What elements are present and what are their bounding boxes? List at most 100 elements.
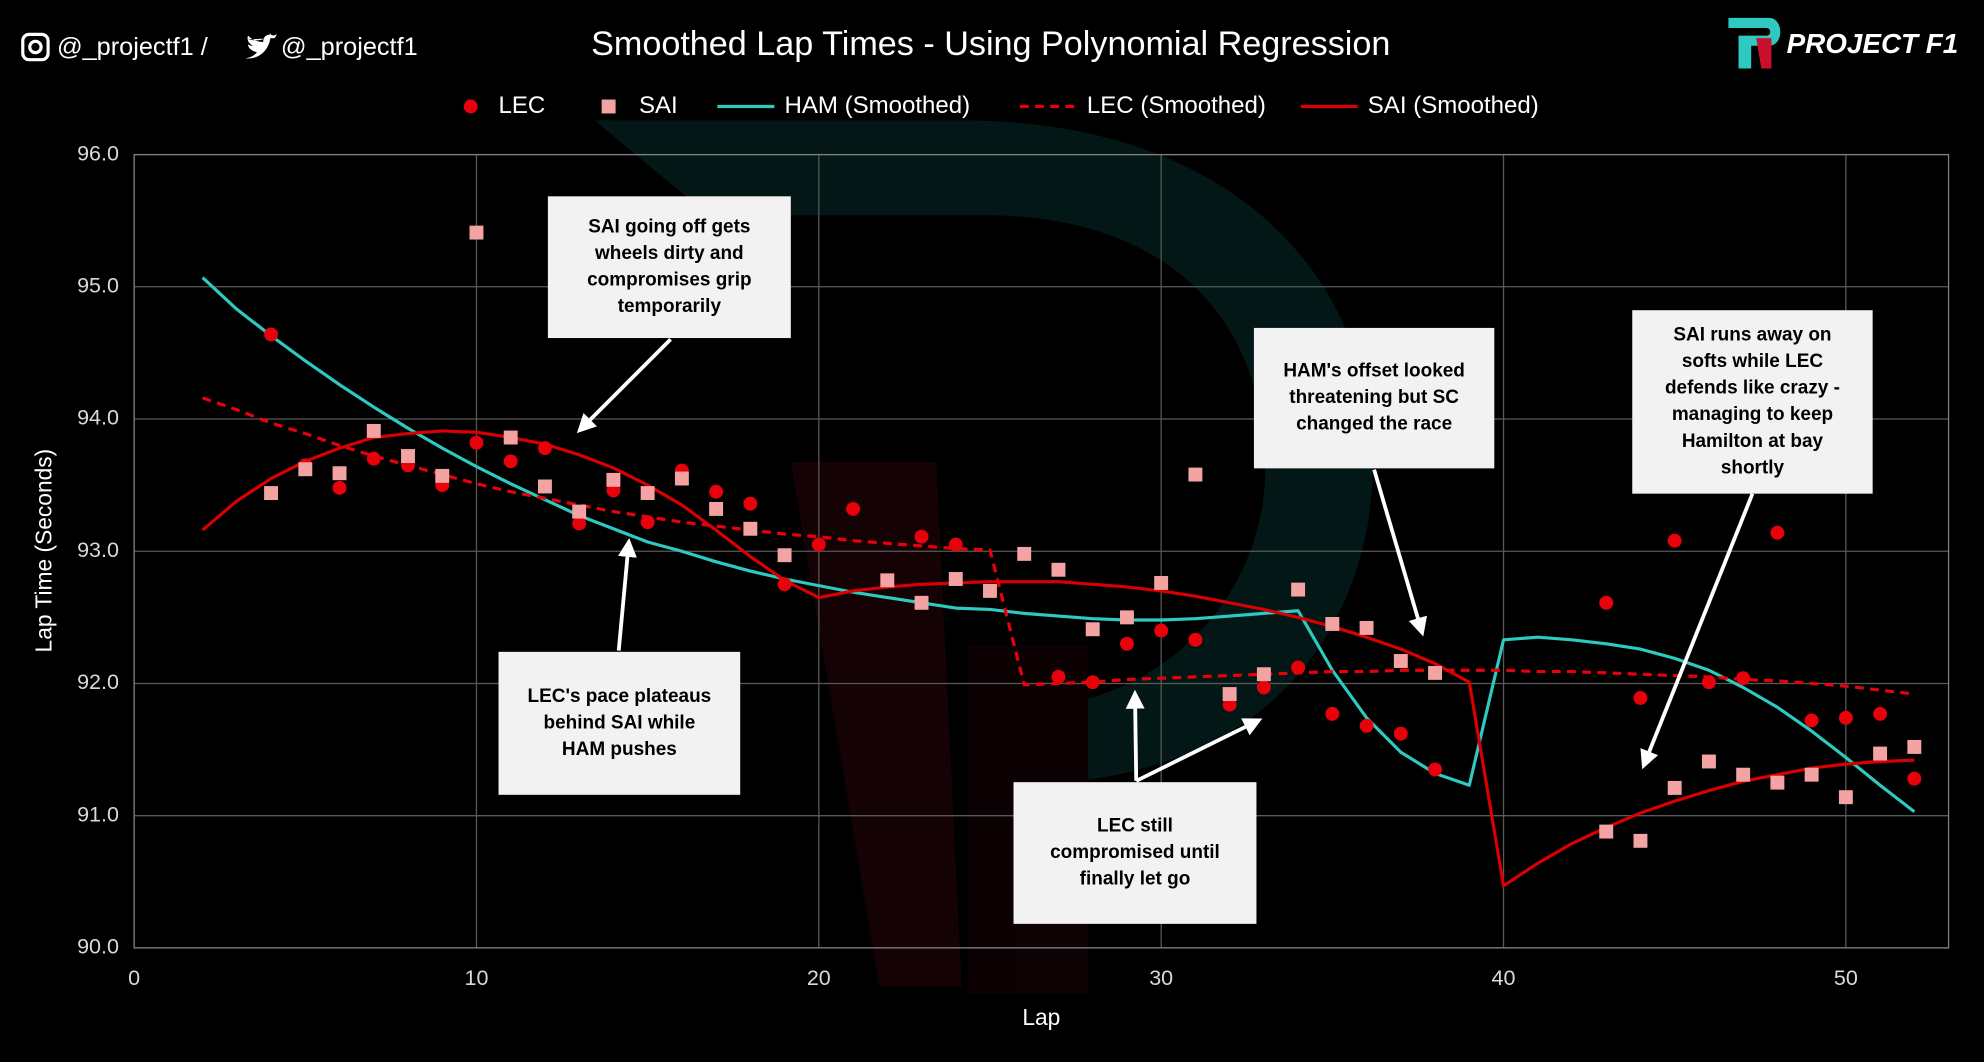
sai-point xyxy=(948,572,963,586)
lec-point xyxy=(1907,771,1922,786)
annotation-text: HAM pushes xyxy=(562,739,677,760)
annotation-text: LEC still xyxy=(1097,815,1173,836)
twitter-icon xyxy=(245,33,278,59)
sai-point xyxy=(914,595,929,610)
lec-point xyxy=(777,577,792,592)
legend-label: LEC xyxy=(499,92,546,119)
lec-point xyxy=(503,454,518,469)
sai-point xyxy=(1838,790,1853,805)
y-tick-label: 95.0 xyxy=(77,273,119,297)
lec-point xyxy=(1873,706,1888,721)
sai-point xyxy=(1325,617,1340,631)
sai-point xyxy=(1017,546,1032,561)
sai-point xyxy=(1770,775,1785,790)
lec-point xyxy=(1325,706,1340,721)
legend-marker xyxy=(601,99,616,114)
annotation-text: finally let go xyxy=(1080,869,1191,890)
lec-point xyxy=(1359,718,1374,733)
sai-point xyxy=(983,583,997,598)
sai-point xyxy=(640,486,655,501)
sai-point xyxy=(1599,824,1614,839)
y-axis-title: Lap Time (Seconds) xyxy=(31,449,57,653)
sai-point xyxy=(1667,780,1682,795)
lec-point xyxy=(572,516,587,531)
annotation-text: defends like crazy - xyxy=(1665,378,1840,399)
annotation-arrow xyxy=(1125,689,1145,781)
x-tick-label: 0 xyxy=(128,966,140,990)
sai-point xyxy=(1119,610,1134,625)
twitter-handle: @_projectf1 xyxy=(281,33,418,61)
lec-point xyxy=(1085,675,1100,690)
lec-point xyxy=(264,327,279,342)
sai-point xyxy=(1085,622,1100,637)
lec-point xyxy=(1599,595,1614,610)
legend-label: LEC (Smoothed) xyxy=(1087,92,1266,119)
legend-marker xyxy=(463,99,478,114)
sai-point xyxy=(1736,767,1751,782)
sai-point xyxy=(298,462,313,477)
lec-point xyxy=(1291,660,1306,675)
annotation-box xyxy=(498,651,741,795)
lec-point xyxy=(1633,691,1648,705)
lec-point xyxy=(709,484,724,499)
x-tick-label: 40 xyxy=(1492,966,1516,990)
annotation-box xyxy=(1632,310,1873,494)
instagram-icon xyxy=(21,32,50,62)
annotation-arrow xyxy=(576,337,672,434)
annotation-text: LEC's pace plateaus xyxy=(528,686,712,707)
y-tick-label: 92.0 xyxy=(77,670,119,694)
lec-point xyxy=(469,435,484,450)
sai-point xyxy=(606,472,621,487)
sai-point xyxy=(1188,467,1203,482)
annotation-text: compromised until xyxy=(1050,842,1220,863)
legend-label: SAI (Smoothed) xyxy=(1368,92,1539,119)
plot-border xyxy=(133,153,1950,949)
x-axis-title: Lap xyxy=(1022,1004,1060,1030)
smoothed-line xyxy=(201,276,1916,813)
annotation-text: temporarily xyxy=(618,296,722,317)
lec-point xyxy=(1736,671,1751,686)
annotation-text: compromises grip xyxy=(587,269,751,290)
sai-point xyxy=(1873,746,1888,761)
lec-point xyxy=(1667,533,1682,548)
y-tick-label: 91.0 xyxy=(77,802,119,826)
sai-point xyxy=(264,486,279,501)
y-tick-label: 90.0 xyxy=(77,935,119,959)
sai-point xyxy=(401,449,415,464)
sai-point xyxy=(1256,667,1271,682)
legend-label: HAM (Smoothed) xyxy=(784,92,970,119)
lec-point xyxy=(948,537,963,552)
sai-point xyxy=(537,479,552,494)
annotation-text: HAM's offset looked xyxy=(1283,361,1465,382)
sai-point xyxy=(469,225,484,240)
sai-point xyxy=(1633,833,1648,848)
lec-point xyxy=(1154,623,1169,638)
lec-point xyxy=(1838,710,1853,725)
sai-point xyxy=(503,430,518,445)
lec-point xyxy=(1051,669,1066,684)
lec-point xyxy=(1119,636,1134,651)
lec-point xyxy=(1222,697,1237,712)
lec-point xyxy=(366,451,381,466)
sai-point xyxy=(332,466,347,481)
lec-point xyxy=(537,441,552,456)
sai-point xyxy=(743,521,758,536)
annotation-text: shortly xyxy=(1721,457,1785,478)
annotation-text: SAI going off gets xyxy=(588,216,750,237)
annotation-text: Hamilton at bay xyxy=(1682,431,1824,452)
lec-point xyxy=(1393,726,1408,741)
sai-point xyxy=(674,471,689,486)
chart-title: Smoothed Lap Times - Using Polynomial Re… xyxy=(591,25,1390,63)
annotation-text: changed the race xyxy=(1296,414,1452,435)
annotation-text: SAI runs away on xyxy=(1673,325,1831,346)
lec-point xyxy=(606,483,621,498)
instagram-handle: @_projectf1 / xyxy=(57,33,209,61)
sai-point xyxy=(1154,576,1169,590)
lec-point xyxy=(914,529,929,544)
lec-point xyxy=(743,496,758,511)
annotation-text: threatening but SC xyxy=(1289,387,1459,408)
annotation-box xyxy=(1013,782,1257,924)
sai-point xyxy=(1222,687,1237,702)
